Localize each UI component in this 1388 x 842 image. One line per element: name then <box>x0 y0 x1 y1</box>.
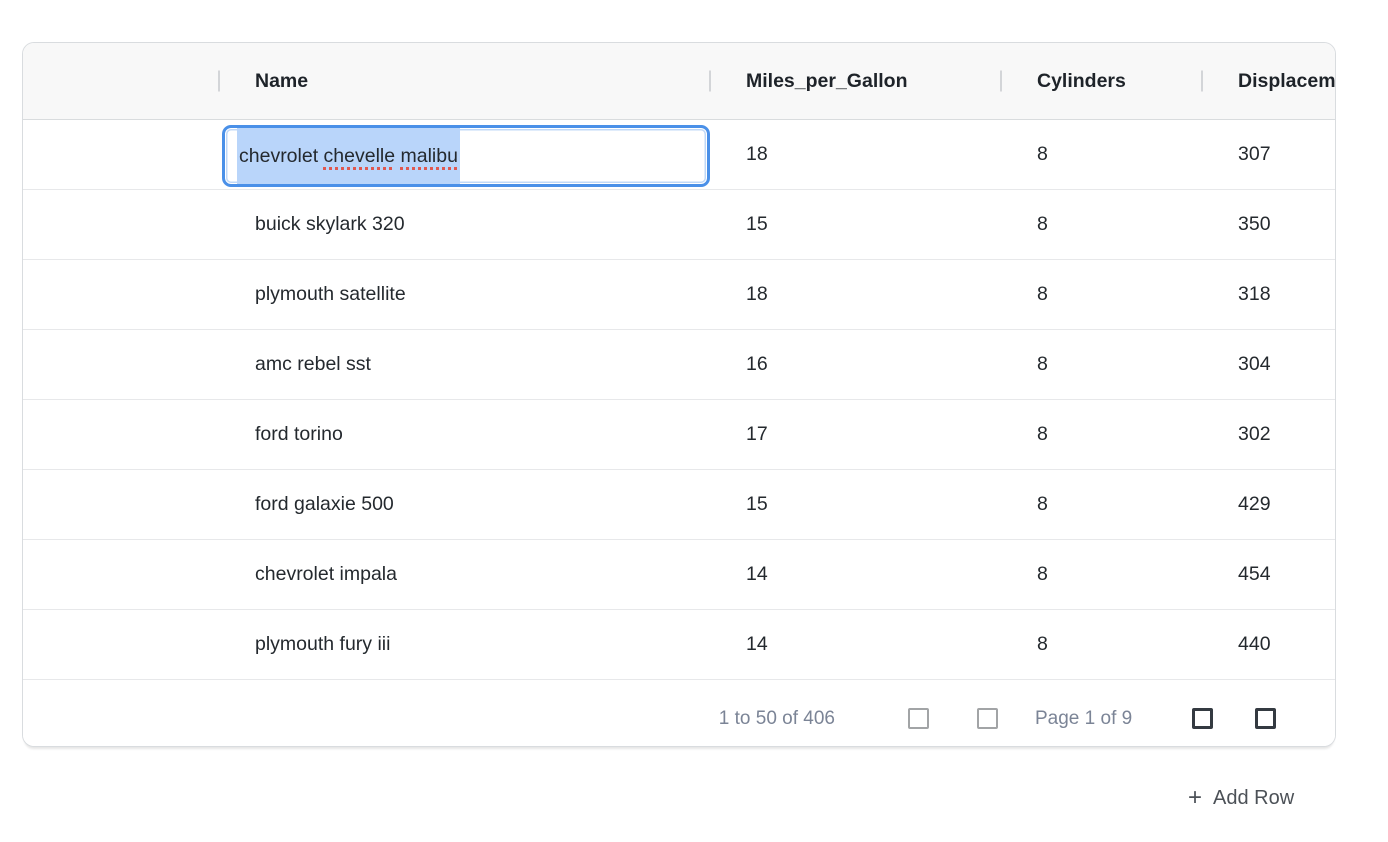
next-page-button[interactable] <box>1192 708 1213 729</box>
selected-text: chevrolet chevelle malibu <box>237 128 460 184</box>
drag-cell <box>23 330 218 399</box>
displacement-cell[interactable]: 440 <box>1238 633 1271 655</box>
displacement-cell[interactable]: 304 <box>1238 353 1271 375</box>
cylinders-cell[interactable]: 8 <box>1037 493 1048 515</box>
displacement-cell[interactable]: 318 <box>1238 283 1271 305</box>
header-cell-miles-per-gallon[interactable]: Miles_per_Gallon <box>709 43 1000 119</box>
drag-cell <box>23 400 218 469</box>
name-cell[interactable]: amc rebel sst <box>255 353 371 375</box>
drag-cell <box>23 610 218 679</box>
displacement-cell[interactable]: 429 <box>1238 493 1271 515</box>
mpg-cell[interactable]: 18 <box>746 283 768 305</box>
first-page-button[interactable] <box>908 708 929 729</box>
displacement-cell[interactable]: 307 <box>1238 143 1271 165</box>
table-row[interactable]: buick skylark 320 15 8 350 <box>23 190 1335 260</box>
displacement-cell[interactable]: 350 <box>1238 213 1271 235</box>
name-cell[interactable]: plymouth fury iii <box>255 633 391 655</box>
name-cell[interactable]: ford galaxie 500 <box>255 493 394 515</box>
cylinders-cell[interactable]: 8 <box>1037 143 1048 165</box>
cylinders-cell[interactable]: 8 <box>1037 633 1048 655</box>
displacement-cell[interactable]: 302 <box>1238 423 1271 445</box>
cylinders-cell[interactable]: 8 <box>1037 353 1048 375</box>
mpg-cell[interactable]: 18 <box>746 143 768 165</box>
cylinders-cell[interactable]: 8 <box>1037 563 1048 585</box>
name-cell[interactable]: chevrolet chevelle malibu <box>218 120 710 189</box>
editor-text-segment-misspelled: chevelle <box>323 144 396 167</box>
table-row[interactable]: chevrolet chevelle malibu 18 8 307 <box>23 120 1335 190</box>
editor-text-segment-misspelled: malibu <box>400 144 458 167</box>
mpg-cell[interactable]: 15 <box>746 213 768 235</box>
header-cell-name[interactable]: Name <box>218 43 709 119</box>
data-grid: Name Miles_per_Gallon Cylinders Displace… <box>22 42 1336 747</box>
mpg-cell[interactable]: 16 <box>746 353 768 375</box>
header-cell-empty <box>23 43 218 119</box>
mpg-cell[interactable]: 14 <box>746 633 768 655</box>
name-cell[interactable]: plymouth satellite <box>255 283 406 305</box>
drag-cell <box>23 260 218 329</box>
cell-editor-input[interactable]: chevrolet chevelle malibu <box>222 125 710 187</box>
drag-cell <box>23 190 218 259</box>
row-range-summary: 1 to 50 of 406 <box>718 708 835 729</box>
last-page-button[interactable] <box>1255 708 1276 729</box>
previous-page-button[interactable] <box>977 708 998 729</box>
name-cell[interactable]: ford torino <box>255 423 343 445</box>
table-row[interactable]: amc rebel sst 16 8 304 <box>23 330 1335 400</box>
header-cell-displacement[interactable]: Displacement <box>1201 43 1335 119</box>
table-row[interactable]: plymouth fury iii 14 8 440 <box>23 610 1335 680</box>
add-row-button[interactable]: + Add Row <box>1186 782 1296 814</box>
drag-cell <box>23 470 218 539</box>
add-row-label: Add Row <box>1213 787 1295 809</box>
plus-icon: + <box>1188 784 1203 811</box>
mpg-cell[interactable]: 17 <box>746 423 768 445</box>
table-row[interactable]: chevrolet impala 14 8 454 <box>23 540 1335 610</box>
mpg-cell[interactable]: 14 <box>746 563 768 585</box>
page-indicator: Page 1 of 9 <box>1035 708 1133 729</box>
table-row[interactable]: plymouth satellite 18 8 318 <box>23 260 1335 330</box>
pagination-bar: 1 to 50 of 406 Page 1 of 9 <box>23 680 1335 746</box>
displacement-cell[interactable]: 454 <box>1238 563 1271 585</box>
cylinders-cell[interactable]: 8 <box>1037 213 1048 235</box>
header-cell-cylinders[interactable]: Cylinders <box>1000 43 1201 119</box>
drag-cell <box>23 120 218 189</box>
drag-cell <box>23 540 218 609</box>
editor-text-segment: chevrolet <box>239 144 324 167</box>
table-row[interactable]: ford galaxie 500 15 8 429 <box>23 470 1335 540</box>
header-row: Name Miles_per_Gallon Cylinders Displace… <box>23 43 1335 120</box>
name-cell[interactable]: chevrolet impala <box>255 563 397 585</box>
cylinders-cell[interactable]: 8 <box>1037 283 1048 305</box>
table-row[interactable]: ford torino 17 8 302 <box>23 400 1335 470</box>
mpg-cell[interactable]: 15 <box>746 493 768 515</box>
cylinders-cell[interactable]: 8 <box>1037 423 1048 445</box>
name-cell[interactable]: buick skylark 320 <box>255 213 405 235</box>
